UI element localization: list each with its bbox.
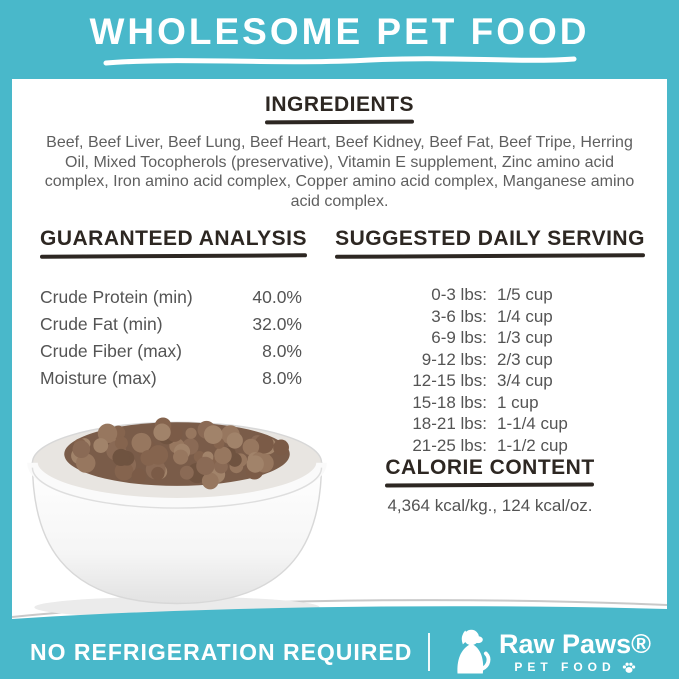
ingredients-section: INGREDIENTS Beef, Beef Liver, Beef Lung,… bbox=[12, 79, 667, 211]
bowl-front-rim bbox=[27, 462, 327, 509]
serving-weight: 12-15 lbs: bbox=[412, 371, 487, 391]
analysis-row: Crude Fat (min) 32.0% bbox=[40, 311, 302, 338]
calorie-heading-block: CALORIE CONTENT bbox=[385, 456, 595, 488]
dog-silhouette-icon bbox=[457, 629, 491, 674]
serving-amount: 3/4 cup bbox=[497, 371, 553, 391]
label-body: INGREDIENTS Beef, Beef Liver, Beef Lung,… bbox=[12, 79, 667, 627]
brand-logo: Raw Paws® PET FOOD bbox=[446, 627, 667, 677]
calorie-text: 4,364 kcal/kg., 124 kcal/oz. bbox=[387, 496, 593, 516]
serving-weight: 0-3 lbs: bbox=[431, 285, 487, 305]
analysis-row: Crude Protein (min) 40.0% bbox=[40, 284, 302, 311]
analysis-row: Crude Fiber (max) 8.0% bbox=[40, 338, 302, 365]
footer-curve bbox=[12, 606, 667, 627]
serving-amount: 1-1/2 cup bbox=[497, 435, 568, 455]
footer-banner: NO REFRIGERATION REQUIRED Raw Paws® PET … bbox=[12, 625, 667, 679]
analysis-value: 8.0% bbox=[262, 368, 302, 389]
guaranteed-analysis-heading: GUARANTEED ANALYSIS bbox=[40, 227, 307, 250]
analysis-label: Moisture (max) bbox=[40, 368, 157, 389]
analysis-label: Crude Protein (min) bbox=[40, 287, 193, 308]
ingredients-heading: INGREDIENTS bbox=[264, 93, 414, 116]
guaranteed-analysis-heading-block: GUARANTEED ANALYSIS bbox=[39, 227, 307, 259]
refrigeration-note: NO REFRIGERATION REQUIRED bbox=[30, 638, 413, 665]
daily-serving-heading-block: SUGGESTED DAILY SERVING bbox=[335, 227, 645, 259]
title-underline-swash bbox=[103, 55, 576, 65]
serving-amount: 1/4 cup bbox=[497, 306, 553, 326]
analysis-value: 40.0% bbox=[252, 287, 302, 308]
analysis-label: Crude Fat (min) bbox=[40, 314, 163, 335]
footer-divider bbox=[428, 633, 431, 671]
heading-rule bbox=[264, 119, 415, 125]
serving-weight: 15-18 lbs: bbox=[412, 392, 487, 412]
serving-amount: 1 cup bbox=[497, 392, 539, 412]
analysis-row: Moisture (max) 8.0% bbox=[40, 365, 302, 392]
dog-food-bowl-image bbox=[27, 417, 327, 618]
ingredients-heading-block: INGREDIENTS bbox=[264, 93, 415, 125]
serving-amount: 1/5 cup bbox=[497, 285, 553, 305]
ingredients-text: Beef, Beef Liver, Beef Lung, Beef Heart,… bbox=[44, 134, 635, 210]
serving-weight: 9-12 lbs: bbox=[421, 349, 487, 369]
header-banner: WHOLESOME PET FOOD bbox=[0, 0, 679, 79]
brand-subtitle: PET FOOD bbox=[514, 660, 616, 674]
brand-text: Raw Paws® PET FOOD bbox=[499, 630, 651, 674]
product-title: WHOLESOME PET FOOD bbox=[89, 10, 590, 52]
guaranteed-analysis-section: GUARANTEED ANALYSIS Crude Protein (min) … bbox=[39, 227, 307, 392]
calorie-heading: CALORIE CONTENT bbox=[385, 456, 595, 480]
serving-weight: 21-25 lbs: bbox=[412, 435, 487, 455]
heading-rule bbox=[385, 482, 595, 488]
serving-amount: 1/3 cup bbox=[497, 328, 553, 348]
daily-serving-heading: SUGGESTED DAILY SERVING bbox=[335, 227, 645, 250]
analysis-table: Crude Protein (min) 40.0% Crude Fat (min… bbox=[40, 284, 302, 392]
daily-serving-section: SUGGESTED DAILY SERVING 0-3 lbs: 1/5 cup … bbox=[334, 227, 646, 516]
kibble-pieces bbox=[71, 417, 289, 490]
bowl-rim-edge bbox=[31, 467, 323, 509]
analysis-label: Crude Fiber (max) bbox=[40, 341, 182, 362]
analysis-value: 32.0% bbox=[252, 314, 302, 335]
serving-amount: 2/3 cup bbox=[497, 349, 553, 369]
brand-name: Raw Paws® bbox=[499, 629, 651, 659]
paw-print-icon bbox=[622, 662, 635, 673]
heading-rule bbox=[39, 253, 307, 259]
heading-rule bbox=[335, 253, 645, 259]
serving-weight: 18-21 lbs: bbox=[412, 414, 487, 434]
serving-amount: 1-1/4 cup bbox=[497, 414, 568, 434]
brand-subtitle-row: PET FOOD bbox=[514, 660, 635, 674]
serving-weight: 6-9 lbs: bbox=[431, 328, 487, 348]
serving-weight: 3-6 lbs: bbox=[431, 306, 487, 326]
analysis-value: 8.0% bbox=[262, 341, 302, 362]
serving-table: 0-3 lbs: 1/5 cup 3-6 lbs: 1/4 cup 6-9 lbs:… bbox=[334, 284, 646, 456]
